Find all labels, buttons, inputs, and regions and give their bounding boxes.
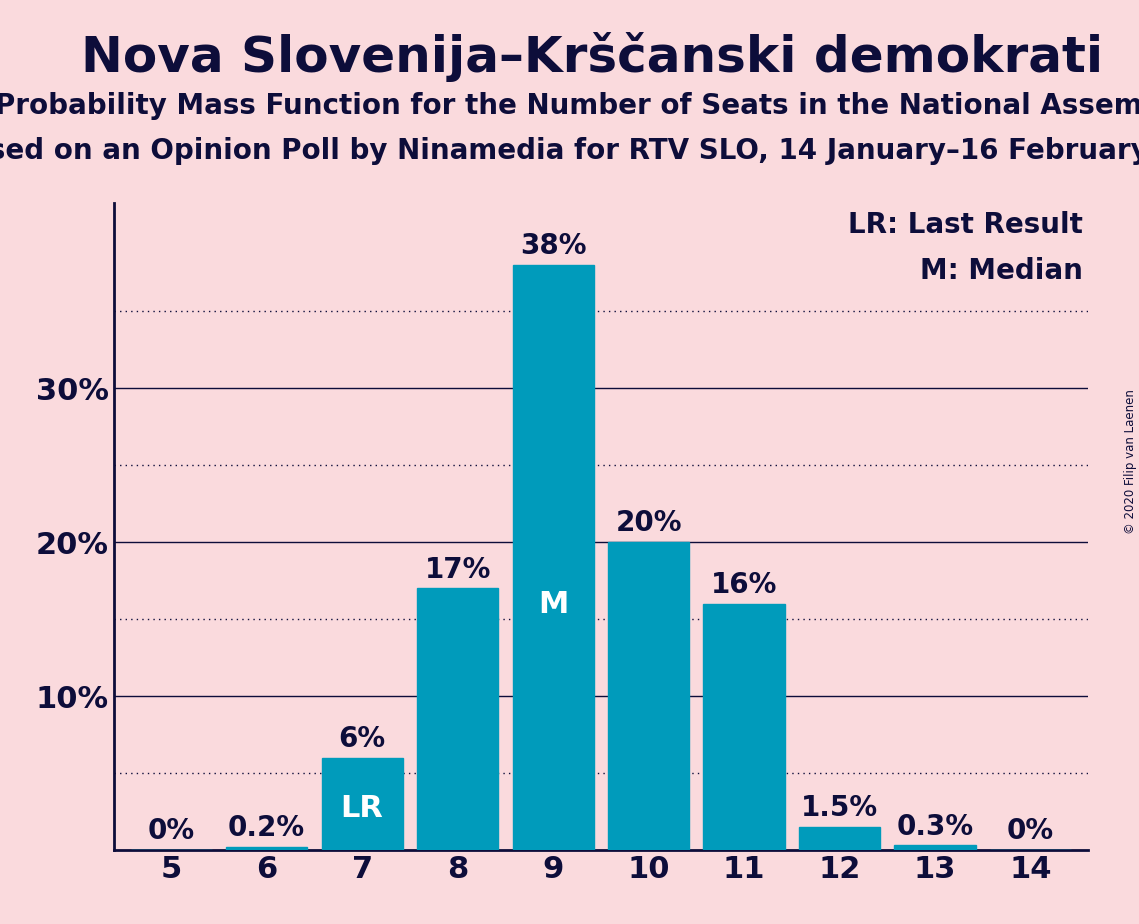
- Text: 16%: 16%: [711, 571, 777, 599]
- Text: M: M: [538, 590, 568, 619]
- Bar: [513, 265, 593, 850]
- Text: © 2020 Filip van Laenen: © 2020 Filip van Laenen: [1124, 390, 1137, 534]
- Text: LR: Last Result: LR: Last Result: [849, 211, 1083, 239]
- Bar: [798, 827, 880, 850]
- Bar: [226, 847, 308, 850]
- Text: M: Median: M: Median: [920, 257, 1083, 286]
- Text: Probability Mass Function for the Number of Seats in the National Assembly: Probability Mass Function for the Number…: [0, 92, 1139, 120]
- Bar: [321, 758, 403, 850]
- Text: 17%: 17%: [425, 555, 491, 584]
- Text: 20%: 20%: [615, 509, 682, 538]
- Text: 1.5%: 1.5%: [801, 795, 878, 822]
- Text: Based on an Opinion Poll by Ninamedia for RTV SLO, 14 January–16 February 2020: Based on an Opinion Poll by Ninamedia fo…: [0, 137, 1139, 164]
- Bar: [704, 603, 785, 850]
- Text: 0.3%: 0.3%: [896, 813, 974, 841]
- Bar: [608, 542, 689, 850]
- Bar: [894, 845, 976, 850]
- Text: 0%: 0%: [1007, 818, 1054, 845]
- Text: Nova Slovenija–Krščanski demokrati: Nova Slovenija–Krščanski demokrati: [81, 32, 1104, 82]
- Text: 0%: 0%: [148, 818, 195, 845]
- Text: LR: LR: [341, 794, 384, 823]
- Text: 0.2%: 0.2%: [228, 814, 305, 843]
- Text: 6%: 6%: [338, 725, 386, 753]
- Text: 38%: 38%: [519, 232, 587, 261]
- Bar: [417, 589, 498, 850]
